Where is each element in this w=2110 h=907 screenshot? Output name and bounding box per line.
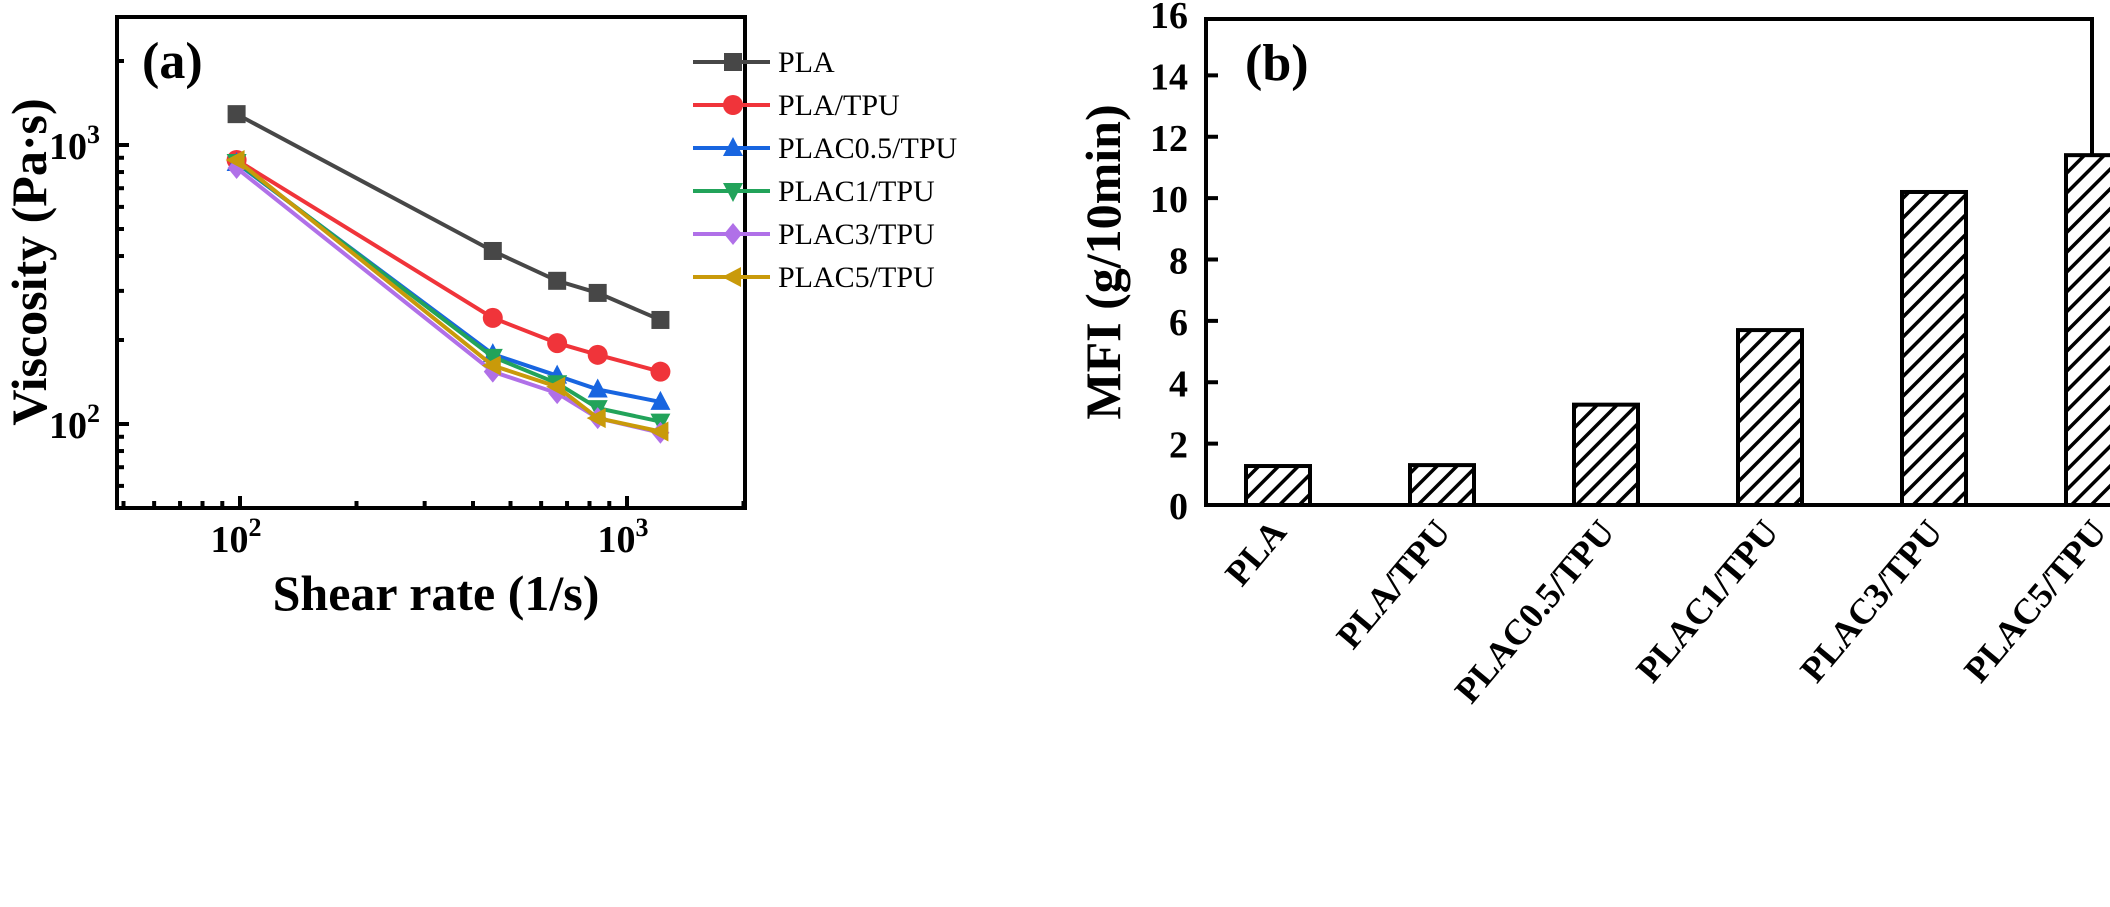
legend-marker <box>724 223 742 245</box>
y-tick-label: 14 <box>1150 56 1188 98</box>
series-pla <box>227 105 670 329</box>
data-point <box>587 378 608 398</box>
data-point <box>481 355 501 376</box>
data-point <box>482 348 503 368</box>
legend-marker <box>723 95 743 115</box>
bars-b <box>1244 153 2110 508</box>
y-tick-label: 16 <box>1150 0 1188 37</box>
data-point <box>225 149 245 170</box>
series-pla-tpu <box>226 149 671 382</box>
panel-label-a: (a) <box>142 33 203 90</box>
data-point <box>588 283 607 302</box>
legend-label: PLA <box>778 46 835 79</box>
legend-label: PLAC5/TPU <box>778 261 935 294</box>
data-point <box>586 408 606 429</box>
x-tick-label: PLA <box>1217 512 1294 593</box>
series-plac0-5-tpu <box>226 151 671 410</box>
data-point <box>227 105 246 124</box>
bar-plac3-tpu <box>1900 189 1968 508</box>
y-tick-labels-b: 0 2 4 6 8 10 12 14 16 <box>1150 0 1188 528</box>
data-point <box>482 307 503 328</box>
legend-marker <box>723 183 743 202</box>
legend-label: PLAC0.5/TPU <box>778 132 958 165</box>
legend-marker <box>723 137 743 156</box>
x-axis-ticks-a <box>121 496 746 508</box>
panel-label-b: (b) <box>1245 35 1309 92</box>
x-axis-title-a: Shear rate (1/s) <box>273 565 600 621</box>
bar-pla-tpu <box>1408 463 1476 508</box>
series-plac5-tpu <box>225 149 669 442</box>
y-tick-label: 4 <box>1169 363 1188 405</box>
data-point <box>546 376 566 397</box>
y-axis-ticks-a <box>117 59 129 510</box>
y-tick-label: 0 <box>1169 486 1188 528</box>
y-tick-label: 12 <box>1150 118 1188 160</box>
legend-marker <box>724 53 742 71</box>
y-tick-label: 103 <box>49 120 100 168</box>
legend-item: PLAC3/TPU <box>693 218 935 251</box>
x-tick-labels-a: 102 103 <box>211 513 649 561</box>
x-tick-label: 102 <box>211 513 262 561</box>
y-tick-labels-a: 102 103 <box>49 120 100 447</box>
series-line <box>235 158 661 374</box>
x-tick-label: PLAC3/TPU <box>1792 512 1950 689</box>
series-lines-a <box>225 105 671 444</box>
bar-plac0-5-tpu <box>1572 402 1640 508</box>
legend-item: PLA <box>693 46 835 79</box>
legend-item: PLAC1/TPU <box>693 175 935 208</box>
data-point <box>548 271 567 290</box>
panel-b: (b) 0 2 4 6 8 10 12 14 16 MFI (g/10min) PLA PLA/T… <box>1075 0 2110 711</box>
x-tick-label: PLAC0.5/TPU <box>1447 512 1622 710</box>
data-point <box>587 344 608 365</box>
x-tick-label: PLAC1/TPU <box>1628 512 1786 689</box>
legend-label: PLAC3/TPU <box>778 218 935 251</box>
panel-a: (a) 102 103 102 103 Viscosity (Pa·s) Shear… <box>1 15 958 621</box>
x-tick-label: 103 <box>598 513 649 561</box>
y-tick-label: 2 <box>1169 425 1188 467</box>
plot-frame-a <box>115 15 747 510</box>
y-tick-label: 10 <box>1150 179 1188 221</box>
legend-item: PLAC5/TPU <box>693 261 935 294</box>
bar-pla <box>1244 464 1312 508</box>
y-tick-label: 102 <box>49 399 100 447</box>
legend-label: PLAC1/TPU <box>778 175 935 208</box>
legend-a: PLA PLA/TPU PLAC0.5/TPU PLAC1/TPU PLAC3/TPU P… <box>693 46 958 294</box>
bar-plac5-tpu <box>2064 153 2110 507</box>
data-point <box>650 361 671 382</box>
y-tick-label: 6 <box>1169 302 1188 344</box>
bar-plac1-tpu <box>1736 328 1804 507</box>
legend-item: PLAC0.5/TPU <box>693 132 958 165</box>
y-axis-title-b: MFI (g/10min) <box>1075 104 1131 419</box>
legend-item: PLA/TPU <box>693 89 900 122</box>
legend-label: PLA/TPU <box>778 89 900 122</box>
x-tick-label: PLA/TPU <box>1328 512 1458 656</box>
legend-marker <box>722 267 741 287</box>
data-point <box>483 241 502 260</box>
x-tick-label: PLAC5/TPU <box>1956 512 2110 689</box>
y-axis-title-a: Viscosity (Pa·s) <box>1 98 57 425</box>
data-point <box>651 310 670 329</box>
y-axis-ticks-b <box>1206 73 1218 446</box>
data-point <box>649 421 669 442</box>
data-point <box>547 333 568 354</box>
y-tick-label: 8 <box>1169 241 1188 283</box>
data-point <box>650 390 671 410</box>
